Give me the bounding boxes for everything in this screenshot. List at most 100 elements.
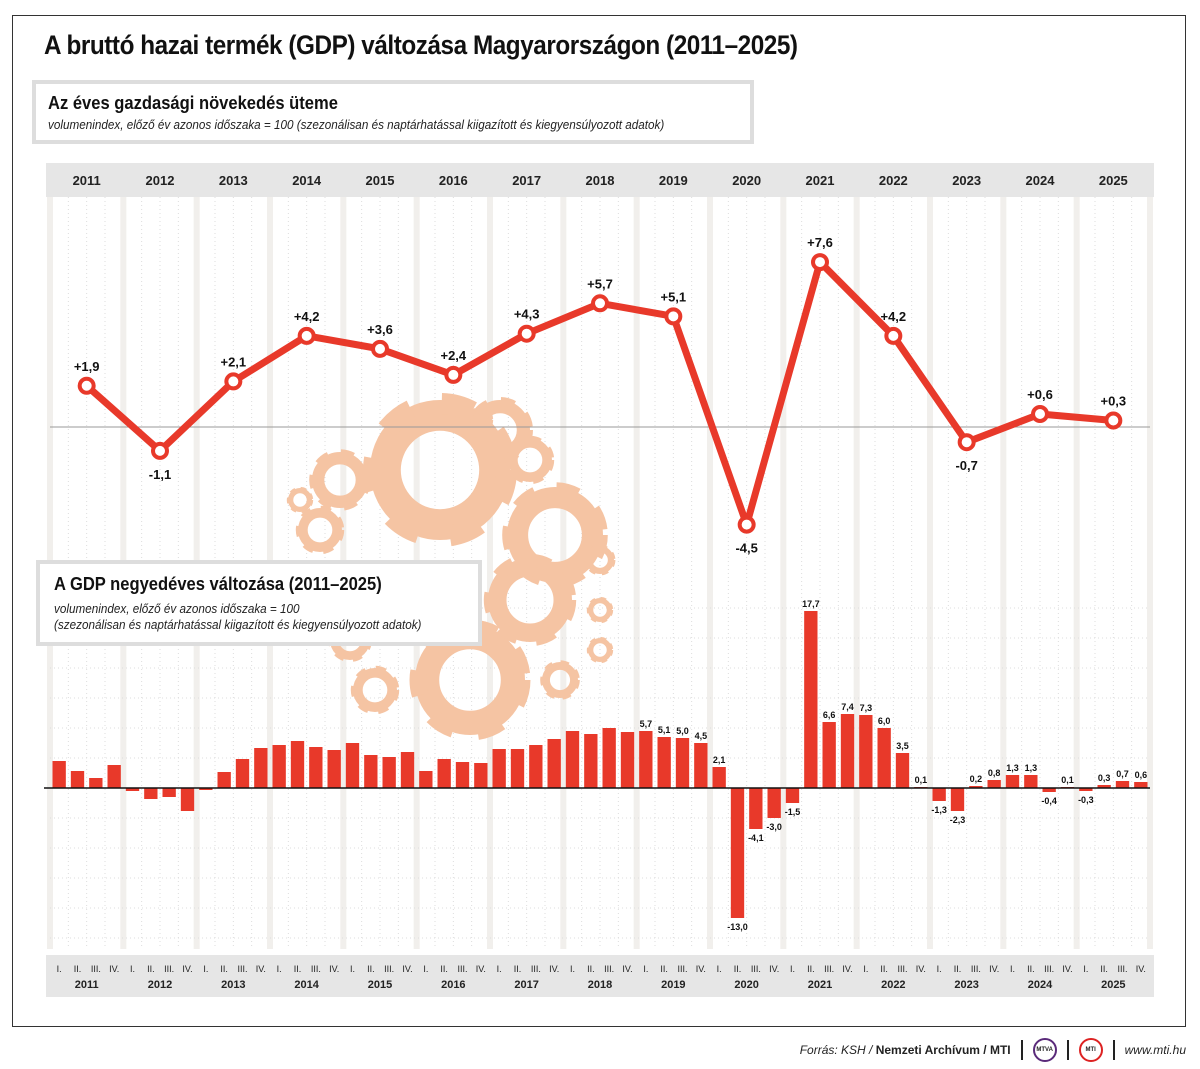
quarterly-data-label: 0,2 — [970, 774, 983, 784]
annual-data-label: -1,1 — [149, 467, 171, 482]
quarter-tick-label: IV. — [916, 964, 926, 974]
quarterly-bar — [840, 714, 855, 788]
quarter-tick-label: II. — [147, 964, 155, 974]
annual-data-label: +4,2 — [880, 309, 906, 324]
quarterly-bar — [290, 741, 305, 788]
year-header-label: 2012 — [146, 173, 175, 188]
quarterly-data-label: 0,6 — [1135, 770, 1148, 780]
gear-icon — [297, 508, 342, 553]
quarter-tick-label: I. — [937, 964, 942, 974]
quarter-tick-label: IV. — [769, 964, 779, 974]
quarter-tick-label: I. — [57, 964, 62, 974]
quarterly-data-label: 5,1 — [658, 725, 671, 735]
year-header-label: 2013 — [219, 173, 248, 188]
annual-data-point — [737, 515, 756, 534]
quarterly-bar — [162, 788, 176, 797]
quarterly-bar — [1005, 775, 1020, 788]
quarterly-data-label: -0,3 — [1078, 795, 1094, 805]
quarterly-bar — [327, 750, 341, 788]
gear-teeth — [467, 397, 533, 463]
quarterly-bar — [70, 771, 85, 788]
quarterly-bar — [125, 788, 140, 791]
quarter-tick-label: II. — [587, 964, 595, 974]
year-header-label: 2018 — [586, 173, 615, 188]
quarterly-bar — [675, 738, 690, 788]
annual-data-point — [811, 253, 829, 272]
quarterly-bar — [657, 737, 671, 788]
quarterly-chart-header: A GDP negyedéves változása (2011–2025) v… — [36, 560, 482, 646]
quarterly-bar — [107, 765, 121, 788]
quarterly-bar — [364, 755, 378, 788]
quarter-tick-label: III. — [604, 964, 614, 974]
annual-data-label: +2,1 — [220, 354, 246, 369]
quarterly-bar — [1115, 781, 1130, 788]
annual-data-label: +2,4 — [440, 348, 466, 363]
quarter-tick-label: I. — [350, 964, 355, 974]
divider — [1066, 1040, 1069, 1060]
annual-data-label: +5,7 — [587, 276, 613, 291]
quarterly-chart-subtitle-1: volumenindex, előző év azonos időszaka =… — [54, 601, 300, 616]
year-axis-label: 2017 — [514, 979, 538, 991]
quarterly-bar — [822, 722, 836, 788]
annual-data-point — [77, 376, 96, 395]
year-divider — [707, 197, 713, 949]
year-header-label: 2022 — [879, 173, 908, 188]
quarter-tick-label: III. — [237, 964, 247, 974]
year-axis-label: 2012 — [148, 979, 172, 991]
year-axis-label: 2023 — [954, 979, 978, 991]
quarter-tick-label: III. — [1044, 964, 1054, 974]
quarter-tick-label: II. — [440, 964, 448, 974]
annual-chart-subtitle: volumenindex, előző év azonos időszaka =… — [48, 117, 665, 132]
quarter-tick-label: I. — [863, 964, 868, 974]
year-header-label: 2023 — [952, 173, 981, 188]
quarterly-data-label: 6,6 — [823, 710, 836, 720]
quarter-tick-label: II. — [660, 964, 668, 974]
annual-chart-title: Az éves gazdasági növekedés üteme — [48, 93, 338, 113]
quarter-tick-label: I. — [277, 964, 282, 974]
quarter-tick-label: III. — [457, 964, 467, 974]
annual-data-label: +5,1 — [660, 289, 686, 304]
quarterly-bar — [437, 759, 451, 788]
year-axis-label: 2014 — [294, 979, 319, 991]
quarter-tick-label: IV. — [1136, 964, 1146, 974]
quarterly-data-label: 0,3 — [1098, 773, 1111, 783]
quarterly-bar — [639, 731, 653, 788]
quarter-tick-label: III. — [311, 964, 321, 974]
quarterly-data-label: 0,7 — [1116, 769, 1129, 779]
quarter-tick-label: II. — [734, 964, 742, 974]
quarterly-bar — [345, 743, 360, 788]
gear-icon — [470, 400, 531, 461]
year-header-label: 2024 — [1026, 173, 1056, 188]
quarter-tick-label: IV. — [402, 964, 412, 974]
quarterly-bar — [419, 771, 433, 788]
quarterly-bar — [785, 788, 800, 803]
year-header-label: 2025 — [1099, 173, 1128, 188]
annual-data-label: +0,3 — [1100, 393, 1126, 408]
quarterly-data-label: 0,1 — [915, 775, 928, 785]
year-axis-label: 2016 — [441, 979, 465, 991]
quarter-tick-label: III. — [751, 964, 761, 974]
gear-teeth — [286, 486, 314, 514]
gear-teeth — [309, 449, 371, 511]
quarter-tick-label: I. — [1010, 964, 1015, 974]
quarterly-data-label: 5,0 — [676, 726, 689, 736]
gear-teeth — [584, 544, 616, 576]
quarterly-data-label: -13,0 — [727, 922, 748, 932]
quarterly-bar — [804, 611, 818, 788]
annual-chart-header: Az éves gazdasági növekedés üteme volume… — [32, 80, 754, 144]
quarter-tick-label: II. — [220, 964, 228, 974]
annual-data-point — [517, 324, 536, 343]
quarter-tick-label: I. — [1083, 964, 1088, 974]
quarterly-data-label: -4,1 — [748, 833, 764, 843]
footer: Forrás: KSH / Nemzeti Archívum / MTI MTV… — [800, 1038, 1186, 1062]
website-link[interactable]: www.mti.hu — [1124, 1043, 1186, 1057]
mti-logo: MTI — [1078, 1038, 1103, 1062]
quarter-tick-label: III. — [824, 964, 834, 974]
quarter-tick-label: II. — [954, 964, 962, 974]
quarter-tick-label: II. — [1027, 964, 1035, 974]
quarterly-bar — [547, 739, 561, 788]
gear-icon — [312, 452, 369, 509]
year-divider — [927, 197, 933, 949]
quarter-tick-label: IV. — [182, 964, 192, 974]
